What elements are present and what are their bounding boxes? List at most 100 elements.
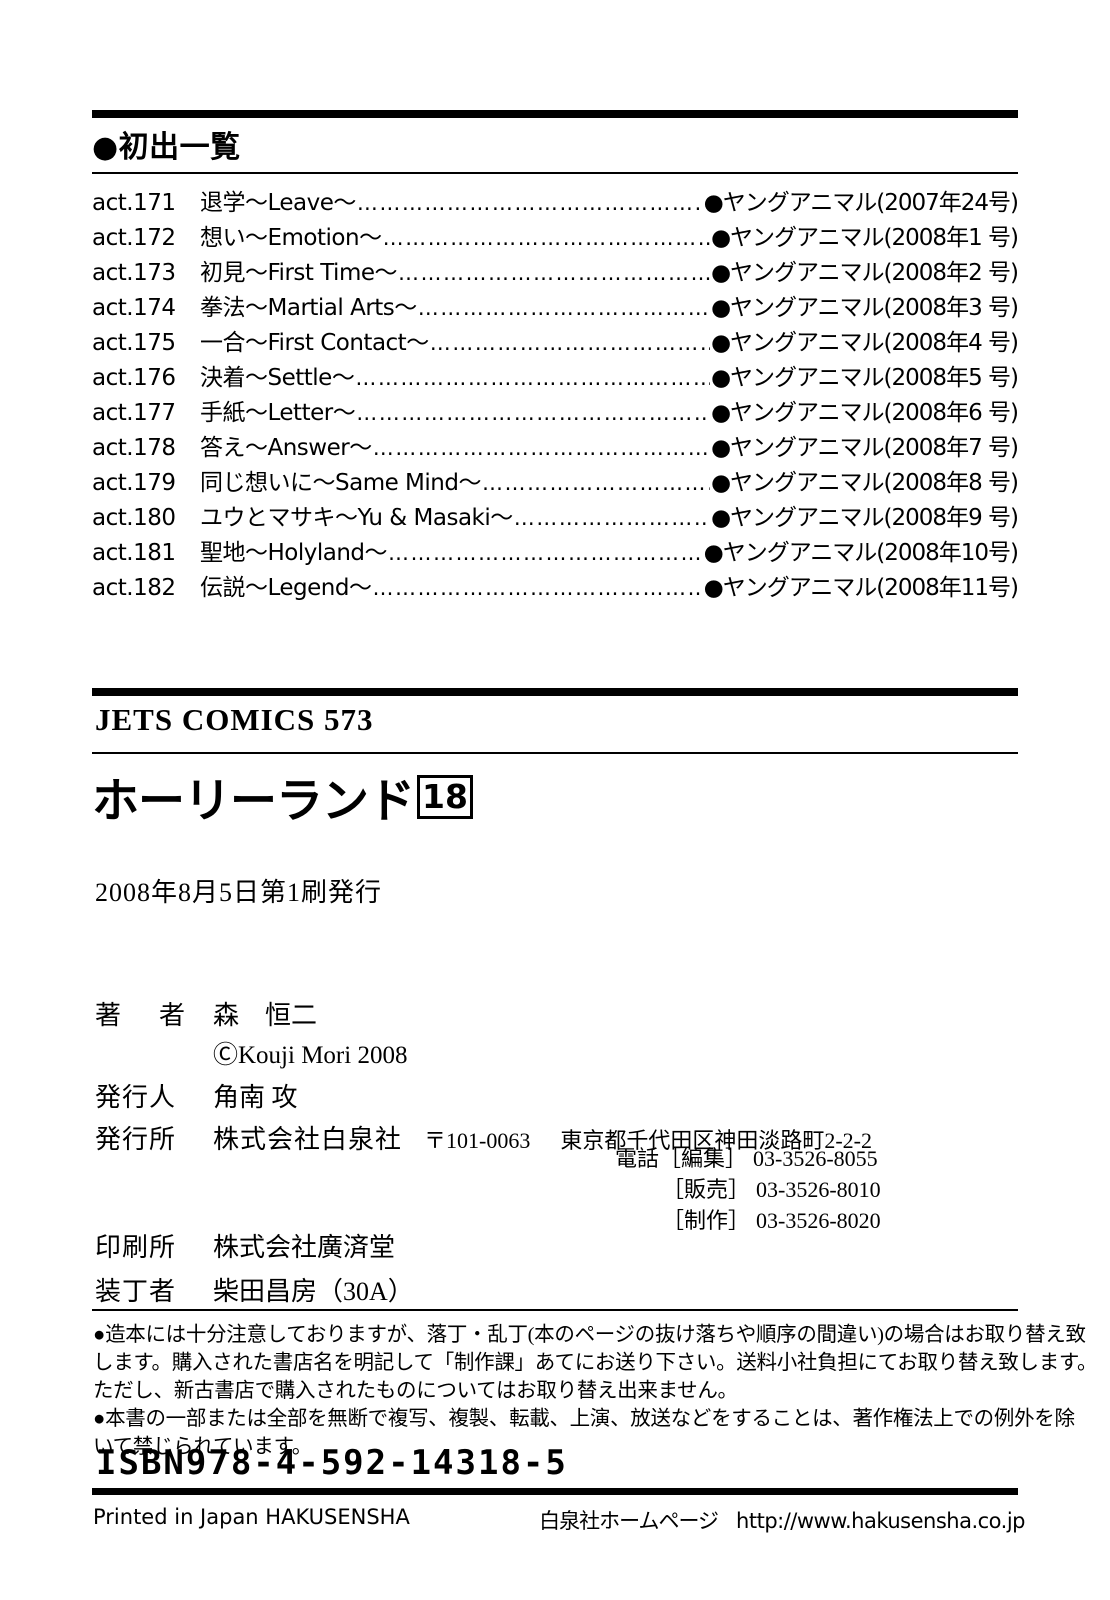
divider-thick-title <box>92 688 1018 696</box>
act-title: 一合〜First Contact〜 <box>200 330 429 356</box>
designer-name: 柴田昌房（30A） <box>213 1277 414 1306</box>
list-item: act.173 初見〜First Time〜 ……………………………………………… <box>92 253 1019 288</box>
author-label: 著 者 <box>95 1001 192 1030</box>
act-source: ●ヤングアニマル(2008年1 号) <box>710 225 1019 251</box>
publisher-person-name: 角南 攻 <box>213 1083 298 1112</box>
divider-thin-above-notice <box>92 1309 1018 1311</box>
leader-dots: …………………………………………………………………………………………………………… <box>356 191 703 215</box>
printer-row: 印刷所 株式会社廣済堂 <box>95 1227 395 1264</box>
first-publication-list: act.171 退学〜Leave〜 …………………………………………………………… <box>92 183 1019 603</box>
leader-dots: …………………………………………………………………………………………………………… <box>417 296 710 320</box>
publisher-person-label: 発行人 <box>95 1083 177 1112</box>
act-title: 初見〜First Time〜 <box>200 260 398 286</box>
notice-line: ただし、新古書店で購入されたものについてはお取り替え出来ません。 <box>93 1380 738 1402</box>
publisher-label: 発行所 <box>95 1125 177 1154</box>
act-source: ●ヤングアニマル(2008年2 号) <box>710 260 1019 286</box>
divider-thick-top <box>92 110 1018 118</box>
list-item: act.176 決着〜Settle〜 ………………………………………………………… <box>92 358 1019 393</box>
act-source: ●ヤングアニマル(2008年6 号) <box>710 400 1019 426</box>
volume-number-badge: 18 <box>417 774 473 819</box>
act-title: 伝説〜Legend〜 <box>200 575 372 601</box>
leader-dots: …………………………………………………………………………………………………………… <box>429 331 710 355</box>
leader-dots: …………………………………………………………………………………………………………… <box>372 576 703 600</box>
act-source: ●ヤングアニマル(2008年9 号) <box>710 505 1019 531</box>
act-source: ●ヤングアニマル(2008年5 号) <box>710 365 1019 391</box>
act-source: ●ヤングアニマル(2008年3 号) <box>710 295 1019 321</box>
page-title: ホーリーランド 18 <box>92 762 473 831</box>
author-name: 森 恒二 <box>213 1001 318 1030</box>
act-id: act.178 <box>92 435 176 461</box>
act-title: 答え〜Answer〜 <box>200 435 372 461</box>
list-item: act.182 伝説〜Legend〜 ………………………………………………………… <box>92 568 1019 603</box>
series-imprint-label: JETS COMICS 573 <box>95 702 374 737</box>
copyright-line: ⒸKouji Mori 2008 <box>213 1042 408 1069</box>
list-item: act.175 一合〜First Contact〜 ……………………………………… <box>92 323 1019 358</box>
imprint-details: 著 者 森 恒二 ⒸKouji Mori 2008 発行人 角南 攻 発行所 株… <box>95 995 1025 1306</box>
act-id: act.175 <box>92 330 176 356</box>
divider-thin-under-jets <box>92 752 1018 754</box>
publisher-row: 発行所 株式会社白泉社 〒101-0063 東京都千代田区神田淡路町2-2-2 <box>95 1119 1025 1161</box>
act-id: act.182 <box>92 575 176 601</box>
act-id: act.179 <box>92 470 176 496</box>
contact-row-sales: ［販売］ 03-3526-8010 <box>615 1174 881 1205</box>
act-title: 拳法〜Martial Arts〜 <box>200 295 417 321</box>
homepage-label: 白泉社ホームページ <box>539 1509 719 1533</box>
act-title: 退学〜Leave〜 <box>200 190 356 216</box>
notice-block: ●造本には十分注意しておりますが、落丁・乱丁(本のページの抜け落ちや順序の間違い… <box>93 1321 1098 1461</box>
printer-name: 株式会社廣済堂 <box>213 1233 396 1262</box>
leader-dots: …………………………………………………………………………………………………………… <box>355 366 710 390</box>
act-id: act.180 <box>92 505 176 531</box>
notice-line: いて禁じられています。 <box>93 1436 312 1458</box>
act-id: act.177 <box>92 400 176 426</box>
contact-label: 電話［編集］ <box>615 1146 748 1171</box>
divider-thick-footer <box>92 1488 1018 1495</box>
contact-number: 03-3526-8010 <box>756 1177 881 1202</box>
notice-line: ●造本には十分注意しておりますが、落丁・乱丁(本のページの抜け落ちや順序の間違い… <box>93 1324 1086 1346</box>
act-id: act.174 <box>92 295 176 321</box>
homepage-url[interactable]: http://www.hakusensha.co.jp <box>736 1509 1025 1533</box>
notice-line: ●本書の一部または全部を無断で複写、複製、転載、上演、放送などをすることは、著作… <box>93 1408 1075 1430</box>
act-title: 聖地〜Holyland〜 <box>200 540 388 566</box>
act-source: ●ヤングアニマル(2008年8 号) <box>710 470 1019 496</box>
list-item: act.181 聖地〜Holyland〜 …………………………………………………… <box>92 533 1019 568</box>
contact-number: 03-3526-8055 <box>753 1146 878 1171</box>
act-source: ●ヤングアニマル(2008年7 号) <box>710 435 1019 461</box>
act-title: 手紙〜Letter〜 <box>200 400 356 426</box>
homepage-group: 白泉社ホームページ http://www.hakusensha.co.jp <box>539 1505 1025 1535</box>
contact-row-production: ［制作］ 03-3526-8020 <box>615 1205 881 1236</box>
act-title: 想い〜Emotion〜 <box>200 225 382 251</box>
first-publication-heading: ●初出一覧 <box>92 130 241 165</box>
leader-dots: …………………………………………………………………………………………………………… <box>372 436 710 460</box>
act-id: act.181 <box>92 540 176 566</box>
leader-dots: …………………………………………………………………………………………………………… <box>481 471 710 495</box>
act-source: ●ヤングアニマル(2008年11号) <box>703 575 1019 601</box>
leader-dots: …………………………………………………………………………………………………………… <box>398 261 710 285</box>
designer-row: 装丁者 柴田昌房（30A） <box>95 1271 414 1308</box>
list-item: act.179 同じ想いに〜Same Mind〜 ………………………………………… <box>92 463 1019 498</box>
act-source: ●ヤングアニマル(2008年4 号) <box>710 330 1019 356</box>
act-title: ユウとマサキ〜Yu & Masaki〜 <box>200 505 513 531</box>
print-date: 2008年8月5日第1刷発行 <box>95 878 383 907</box>
designer-label: 装丁者 <box>95 1277 177 1306</box>
publisher-company: 株式会社白泉社 <box>213 1125 403 1154</box>
act-title: 決着〜Settle〜 <box>200 365 355 391</box>
divider-thin-under-heading <box>92 172 1018 174</box>
act-source: ●ヤングアニマル(2008年10号) <box>703 540 1019 566</box>
leader-dots: …………………………………………………………………………………………………………… <box>382 226 710 250</box>
printer-label: 印刷所 <box>95 1233 177 1262</box>
page-footer: Printed in Japan HAKUSENSHA 白泉社ホームページ ht… <box>93 1505 1025 1535</box>
list-item: act.180 ユウとマサキ〜Yu & Masaki〜 ………………………………… <box>92 498 1019 533</box>
isbn-number: ISBN978-4-592-14318-5 <box>96 1443 568 1483</box>
act-id: act.172 <box>92 225 176 251</box>
contact-row-editorial: 電話［編集］ 03-3526-8055 <box>615 1143 881 1174</box>
author-row: 著 者 森 恒二 <box>95 995 1025 1035</box>
list-item: act.177 手紙〜Letter〜 ………………………………………………………… <box>92 393 1019 428</box>
contact-number: 03-3526-8020 <box>756 1208 881 1233</box>
list-item: act.171 退学〜Leave〜 …………………………………………………………… <box>92 183 1019 218</box>
publisher-address: 東京都千代田区神田淡路町2-2-2 <box>560 1128 872 1153</box>
leader-dots: …………………………………………………………………………………………………………… <box>356 401 710 425</box>
contact-block: 電話［編集］ 03-3526-8055 ［販売］ 03-3526-8010 ［制作］… <box>615 1143 881 1236</box>
notice-line: します。購入された書店名を明記して「制作課」あてにお送り下さい。送料小社負担にて… <box>93 1352 1098 1374</box>
act-title: 同じ想いに〜Same Mind〜 <box>200 470 481 496</box>
